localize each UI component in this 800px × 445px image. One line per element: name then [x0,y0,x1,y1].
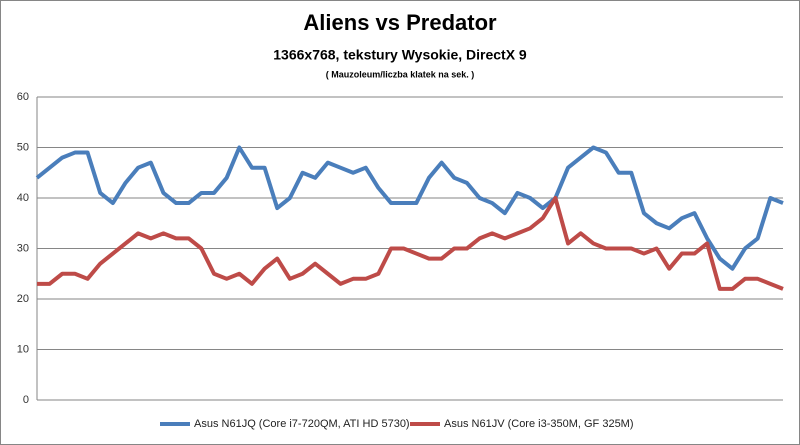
legend-label: Asus N61JV (Core i3-350M, GF 325M) [444,418,634,430]
chart-subtitle: 1366x768, tekstury Wysokie, DirectX 9 [273,47,527,63]
y-tick-label: 60 [17,91,29,103]
y-tick-label: 20 [17,293,29,305]
y-tick-label: 10 [17,343,29,355]
y-tick-label: 0 [23,394,29,406]
y-tick-label: 40 [17,192,29,204]
legend-label: Asus N61JQ (Core i7-720QM, ATI HD 5730) [194,418,410,430]
chart-note: ( Mauzoleum/liczba klatek na sek. ) [326,69,475,79]
series-line [37,196,784,291]
chart-title: Aliens vs Predator [303,10,497,35]
y-tick-label: 30 [17,242,29,254]
y-tick-label: 50 [17,141,29,153]
series-line [35,145,784,271]
